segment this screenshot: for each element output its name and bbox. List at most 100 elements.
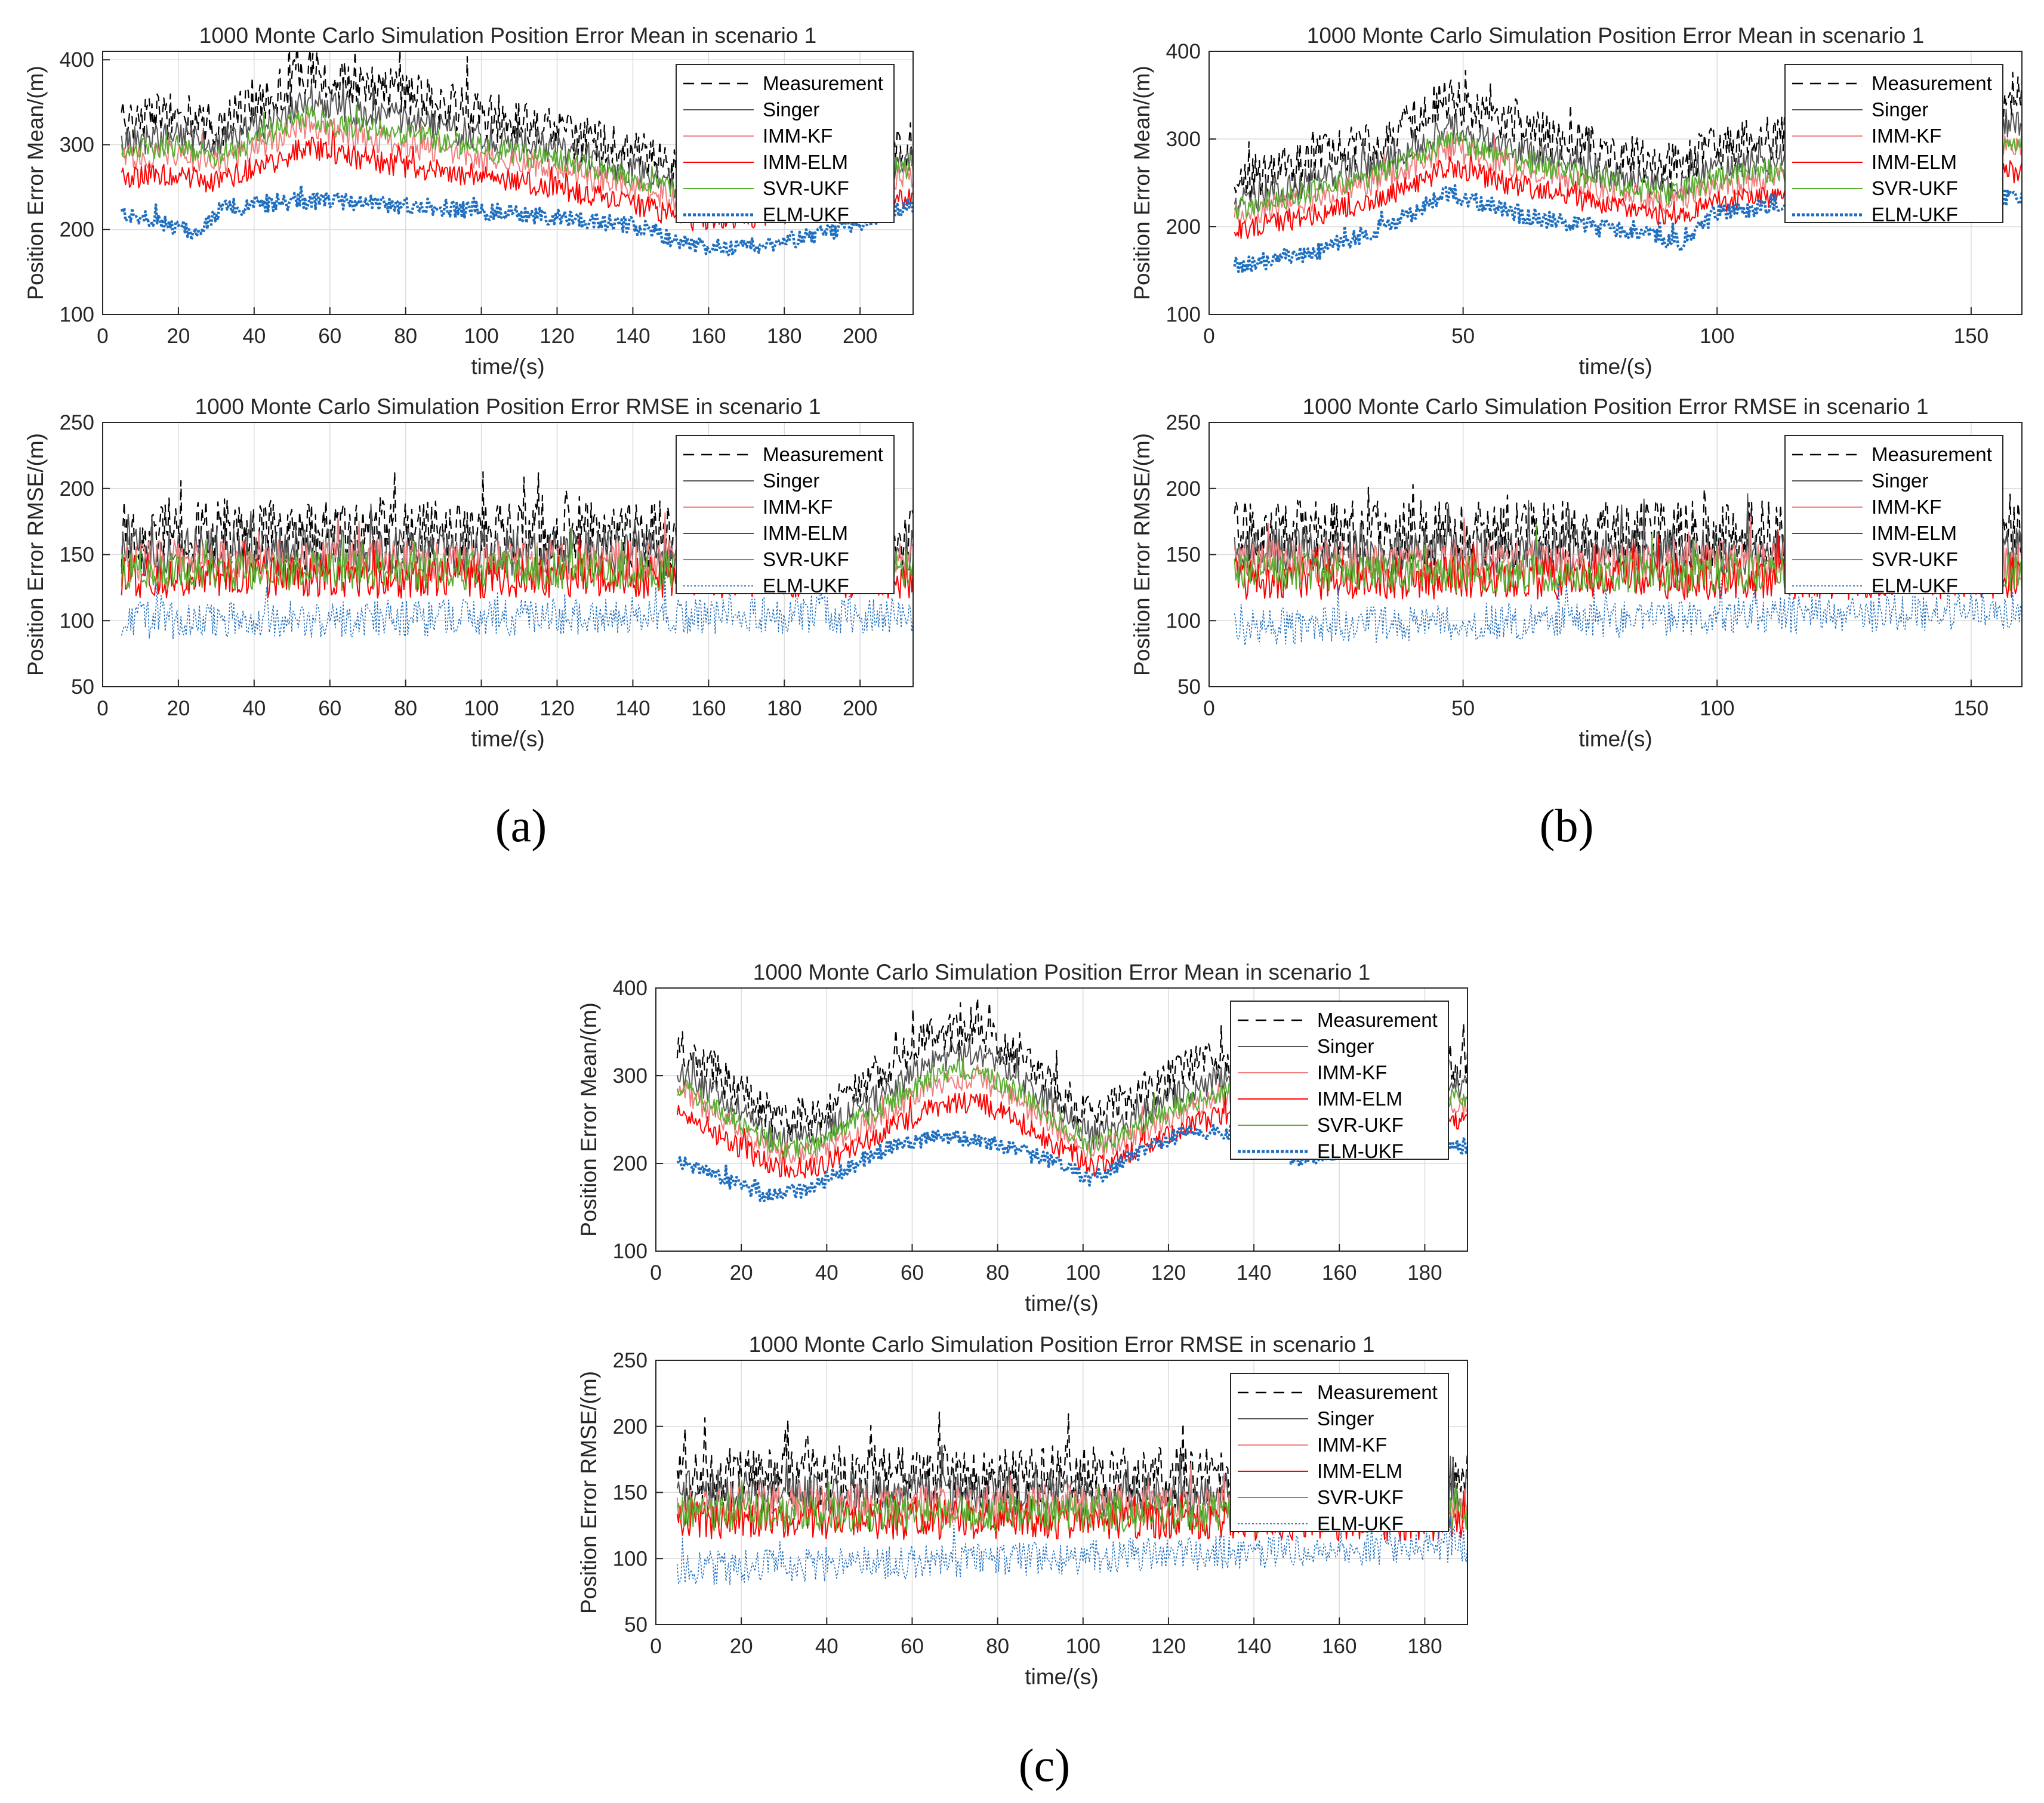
legend-label-imm-elm: IMM-ELM <box>1317 1460 1402 1482</box>
chart-title: 1000 Monte Carlo Simulation Position Err… <box>1307 23 1924 48</box>
legend-label-measurement: Measurement <box>1872 72 1992 94</box>
x-tick-label: 200 <box>843 325 877 348</box>
y-tick-label: 100 <box>613 1240 648 1263</box>
x-tick-label: 160 <box>691 697 726 720</box>
y-tick-label: 200 <box>60 477 94 501</box>
chart-panel-b-mean: 0 50 100 150 100 200 300 400 1000 Monte Carlo Si… <box>1130 23 2023 379</box>
y-tick-label: 100 <box>613 1547 648 1570</box>
chart-title: 1000 Monte Carlo Simulation Position Err… <box>195 394 821 419</box>
legend-label-imm-kf: IMM-KF <box>763 496 833 518</box>
x-tick-label: 80 <box>986 1635 1009 1658</box>
axes-box <box>655 987 1468 1252</box>
y-tick-label: 200 <box>613 1415 648 1438</box>
x-tick-label: 180 <box>767 697 801 720</box>
chart-panel-c-mean: 0 20 40 60 80 100 120 140 160 180 100 200 300 400 1000… <box>576 960 1468 1316</box>
caption-a: (a) <box>495 799 547 851</box>
y-tick-label: 200 <box>60 218 94 242</box>
legend-label-imm-elm: IMM-ELM <box>1317 1088 1402 1110</box>
legend-label-svr-ukf: SVR-UKF <box>1872 548 1958 570</box>
x-axis-label: time/(s) <box>1579 727 1652 751</box>
legend-label-imm-kf: IMM-KF <box>1872 125 1941 147</box>
legend-label-elm-ukf: ELM-UKF <box>763 203 849 226</box>
x-tick-label: 200 <box>843 697 877 720</box>
legend-box <box>676 64 895 223</box>
x-tick-label: 100 <box>1066 1261 1100 1285</box>
series-line-elm-ukf <box>121 572 913 640</box>
x-tick-label: 100 <box>464 325 498 348</box>
legend-label-imm-kf: IMM-KF <box>1317 1061 1387 1083</box>
series-line-elm-ukf <box>677 1515 1468 1585</box>
chart-title: 1000 Monte Carlo Simulation Position Err… <box>199 23 816 48</box>
x-tick-label: 140 <box>1237 1261 1271 1285</box>
y-tick-label: 250 <box>60 411 94 434</box>
x-tick-label: 0 <box>97 697 108 720</box>
y-tick-label: 300 <box>60 133 94 156</box>
legend-label-imm-elm: IMM-ELM <box>763 151 848 173</box>
legend: Measurement Singer IMM-KF IMM-ELM SVR-UKF ELM… <box>676 64 895 226</box>
x-tick-label: 100 <box>1700 697 1734 720</box>
legend-label-measurement: Measurement <box>763 443 883 465</box>
legend-label-elm-ukf: ELM-UKF <box>1317 1512 1404 1535</box>
x-tick-label: 120 <box>1151 1261 1186 1285</box>
chart-panel-c-rmse: 0 20 40 60 80 100 120 140 160 180 50 100 150 200 250 10… <box>576 1332 1468 1689</box>
legend: Measurement Singer IMM-KF IMM-ELM SVR-UKF ELM… <box>1784 64 2003 226</box>
legend-label-imm-kf: IMM-KF <box>1317 1434 1387 1456</box>
legend-label-imm-elm: IMM-ELM <box>763 522 848 544</box>
legend-label-imm-kf: IMM-KF <box>763 125 833 147</box>
y-axis-label: Position Error Mean/(m) <box>23 66 48 300</box>
x-tick-label: 180 <box>1407 1261 1442 1285</box>
legend-label-elm-ukf: ELM-UKF <box>1317 1140 1404 1162</box>
y-tick-label: 300 <box>1166 128 1201 151</box>
y-tick-label: 50 <box>624 1613 648 1637</box>
x-axis-label: time/(s) <box>1579 354 1652 379</box>
tick-marks <box>655 987 1426 1252</box>
x-tick-label: 60 <box>901 1261 924 1285</box>
series-line-elm-ukf <box>120 184 913 257</box>
x-tick-label: 20 <box>167 697 190 720</box>
legend-label-singer: Singer <box>1317 1407 1374 1430</box>
y-tick-label: 100 <box>1166 303 1201 326</box>
x-tick-label: 0 <box>1203 325 1214 348</box>
legend-label-elm-ukf: ELM-UKF <box>1872 203 1958 226</box>
x-tick-label: 60 <box>318 697 341 720</box>
y-axis-label: Position Error RMSE/(m) <box>1130 433 1154 676</box>
x-tick-label: 20 <box>167 325 190 348</box>
chart-title: 1000 Monte Carlo Simulation Position Err… <box>753 960 1370 984</box>
x-tick-label: 50 <box>1451 325 1475 348</box>
legend-label-svr-ukf: SVR-UKF <box>1317 1486 1404 1508</box>
chart-title: 1000 Monte Carlo Simulation Position Err… <box>1303 394 1929 419</box>
tick-marks <box>1208 51 1972 315</box>
y-tick-label: 400 <box>60 48 94 72</box>
x-tick-label: 100 <box>1700 325 1734 348</box>
legend-label-svr-ukf: SVR-UKF <box>1872 177 1958 199</box>
x-tick-label: 180 <box>767 325 801 348</box>
legend-label-imm-kf: IMM-KF <box>1872 496 1941 518</box>
legend-box <box>1784 435 2003 594</box>
legend: Measurement Singer IMM-KF IMM-ELM SVR-UKF ELM… <box>1230 1373 1449 1535</box>
legend-label-measurement: Measurement <box>1317 1009 1438 1031</box>
y-tick-label: 200 <box>1166 215 1201 239</box>
chart-panel-a-mean: 0 20 40 60 80 100 120 140 160 180 200 100 200 300 400 1… <box>23 23 914 379</box>
legend-label-svr-ukf: SVR-UKF <box>763 177 849 199</box>
x-tick-label: 40 <box>242 697 266 720</box>
x-tick-label: 160 <box>691 325 726 348</box>
legend: Measurement Singer IMM-KF IMM-ELM SVR-UKF ELM… <box>1784 435 2003 597</box>
legend-label-singer: Singer <box>763 98 819 121</box>
x-axis-label: time/(s) <box>1025 1665 1098 1689</box>
axes-box <box>1208 51 2023 315</box>
x-tick-label: 20 <box>730 1635 753 1658</box>
y-tick-label: 100 <box>60 303 94 326</box>
legend-box <box>1230 1373 1449 1532</box>
y-axis-label: Position Error RMSE/(m) <box>576 1371 601 1614</box>
x-axis-label: time/(s) <box>1025 1291 1098 1316</box>
chart-panel-a-rmse: 0 20 40 60 80 100 120 140 160 180 200 50 100 150 200 25… <box>23 394 914 751</box>
x-tick-label: 40 <box>815 1261 838 1285</box>
x-tick-label: 60 <box>318 325 341 348</box>
y-tick-label: 400 <box>1166 40 1201 63</box>
x-tick-label: 40 <box>242 325 266 348</box>
x-tick-label: 140 <box>615 697 650 720</box>
x-tick-label: 140 <box>1237 1635 1271 1658</box>
x-axis-label: time/(s) <box>471 354 544 379</box>
